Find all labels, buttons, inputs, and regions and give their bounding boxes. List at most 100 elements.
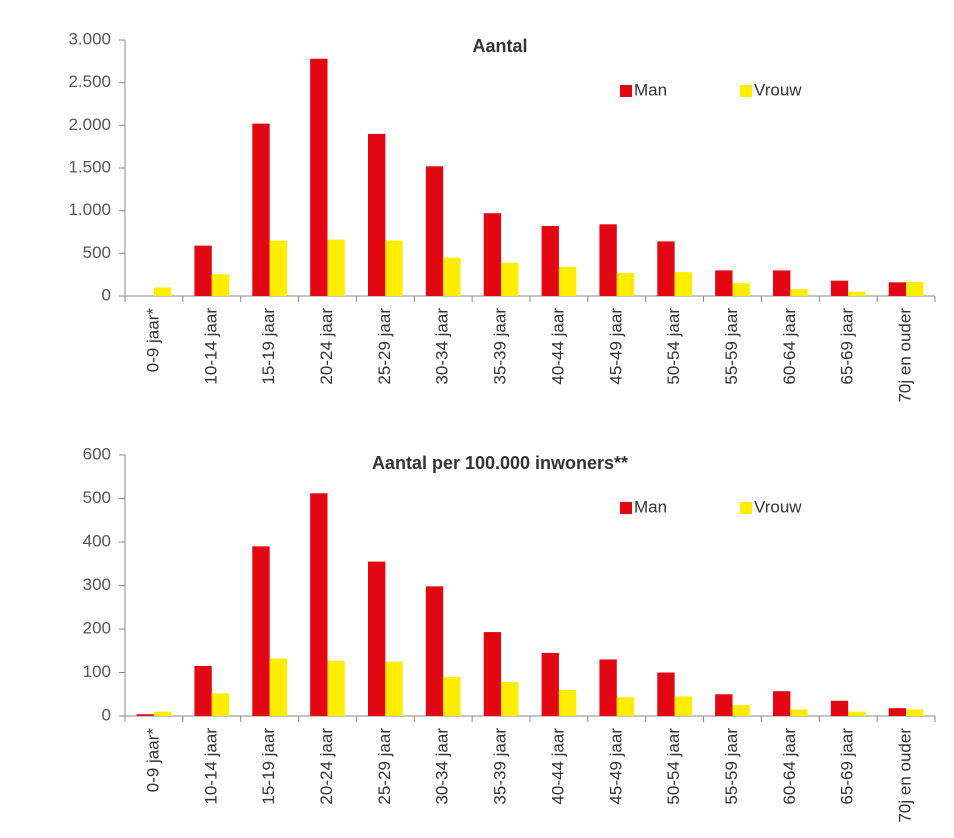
x-tick-label: 20-24 jaar — [317, 308, 336, 385]
y-tick-label: 1.500 — [68, 157, 111, 176]
chart-title: Aantal per 100.000 inwoners** — [372, 453, 628, 473]
bar — [732, 283, 750, 296]
legend-swatch — [620, 85, 632, 97]
bar — [715, 270, 733, 296]
bar — [501, 682, 519, 716]
bar — [252, 546, 270, 716]
bar — [906, 281, 924, 296]
x-tick-label: 30-34 jaar — [433, 728, 452, 805]
bar — [368, 133, 386, 296]
legend-label: Man — [634, 497, 667, 516]
x-tick-label: 40-44 jaar — [548, 728, 567, 805]
x-tick-label: 15-19 jaar — [259, 308, 278, 385]
bar — [773, 691, 791, 716]
bar — [541, 226, 559, 296]
bar — [558, 689, 577, 716]
legend-swatch — [620, 502, 632, 514]
bar — [252, 123, 270, 296]
x-tick-label: 15-19 jaar — [259, 728, 278, 805]
bar — [483, 213, 502, 296]
y-tick-label: 100 — [83, 662, 111, 681]
bar — [153, 711, 172, 716]
y-tick-label: 500 — [83, 243, 111, 262]
x-tick-label: 0-9 jaar* — [143, 728, 162, 793]
bar — [888, 708, 907, 716]
x-tick-label: 50-54 jaar — [664, 728, 683, 805]
x-tick-label: 60-64 jaar — [780, 728, 799, 805]
x-tick-label: 65-69 jaar — [838, 308, 857, 385]
bar — [848, 291, 866, 296]
x-tick-label: 25-29 jaar — [375, 308, 394, 385]
chart-title: Aantal — [472, 36, 527, 56]
x-tick-label: 30-34 jaar — [433, 308, 452, 385]
x-tick-label: 10-14 jaar — [201, 308, 220, 385]
x-tick-label: 55-59 jaar — [722, 308, 741, 385]
bar — [425, 166, 444, 296]
y-tick-label: 0 — [102, 705, 111, 724]
x-tick-label: 50-54 jaar — [664, 308, 683, 385]
bar — [674, 696, 692, 716]
bar — [773, 270, 791, 296]
legend-label: Vrouw — [754, 497, 802, 516]
bar — [599, 659, 617, 716]
legend-label: Man — [634, 80, 667, 99]
bar — [443, 257, 461, 296]
bar — [501, 262, 519, 296]
bar — [194, 245, 212, 296]
y-tick-label: 600 — [83, 444, 111, 463]
x-tick-label: 55-59 jaar — [722, 728, 741, 805]
x-tick-label: 25-29 jaar — [375, 728, 394, 805]
bar — [310, 58, 328, 297]
x-tick-label: 35-39 jaar — [491, 728, 510, 805]
bar — [888, 282, 907, 296]
bar — [211, 693, 230, 716]
bar — [310, 493, 328, 716]
legend-label: Vrouw — [754, 80, 802, 99]
x-tick-label: 10-14 jaar — [201, 728, 220, 805]
y-tick-label: 500 — [83, 488, 111, 507]
x-tick-label: 70j en ouder — [896, 728, 915, 823]
x-tick-label: 60-64 jaar — [780, 308, 799, 385]
x-tick-label: 40-44 jaar — [548, 308, 567, 385]
bar — [616, 697, 635, 716]
legend-swatch — [740, 85, 752, 97]
x-tick-label: 70j en ouder — [896, 308, 915, 403]
bar — [483, 632, 502, 716]
x-tick-label: 45-49 jaar — [606, 728, 625, 805]
bar — [385, 240, 403, 296]
x-tick-label: 35-39 jaar — [491, 308, 510, 385]
bar — [599, 224, 617, 296]
x-tick-label: 45-49 jaar — [606, 308, 625, 385]
bar — [327, 239, 345, 296]
y-tick-label: 3.000 — [68, 29, 111, 48]
bar — [848, 711, 866, 716]
bar — [657, 241, 675, 296]
bar — [715, 694, 733, 716]
bar — [211, 274, 230, 296]
y-tick-label: 300 — [83, 575, 111, 594]
bar — [830, 280, 849, 296]
bar — [906, 709, 924, 716]
bar — [443, 676, 461, 716]
y-tick-label: 400 — [83, 531, 111, 550]
legend-swatch — [740, 502, 752, 514]
bar — [385, 661, 403, 716]
bar — [732, 705, 750, 716]
bar — [153, 287, 172, 296]
bar — [657, 672, 675, 716]
bar — [327, 660, 345, 716]
bar — [368, 561, 386, 716]
bar — [136, 714, 154, 716]
bar — [541, 652, 559, 716]
x-tick-label: 65-69 jaar — [838, 728, 857, 805]
y-tick-label: 1.000 — [68, 200, 111, 219]
bar — [830, 700, 849, 716]
bar — [194, 665, 212, 716]
bar — [425, 586, 444, 716]
bar — [674, 272, 692, 296]
y-tick-label: 0 — [102, 285, 111, 304]
y-tick-label: 2.500 — [68, 72, 111, 91]
y-tick-label: 200 — [83, 618, 111, 637]
bar — [269, 658, 287, 716]
